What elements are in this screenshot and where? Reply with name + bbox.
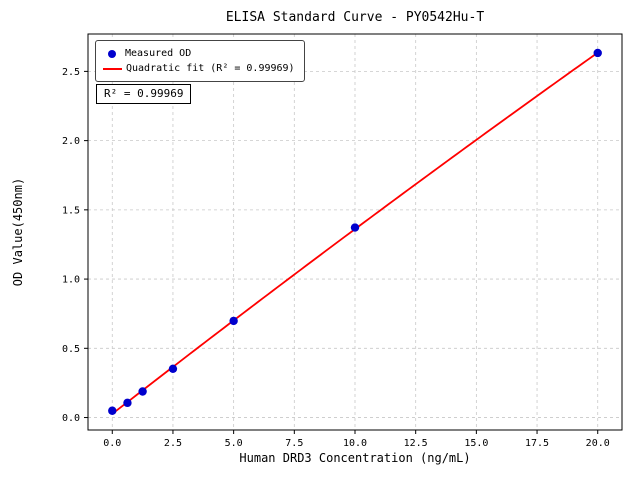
x-tick-label: 0.0 <box>103 438 121 449</box>
grid <box>88 34 622 430</box>
data-point <box>229 316 238 326</box>
x-tick-label: 5.0 <box>225 438 243 449</box>
data-point <box>593 48 602 58</box>
x-tick-label: 12.5 <box>404 438 428 449</box>
legend-label: Measured OD <box>125 48 192 59</box>
data-point <box>138 387 147 396</box>
chart-title: ELISA Standard Curve - PY0542Hu-T <box>225 10 485 25</box>
x-tick-label: 10.0 <box>343 438 367 449</box>
legend-entry-quadratic-fit: Quadratic fit (R² = 0.99969) <box>103 61 295 76</box>
x-tick-label: 2.5 <box>164 438 182 449</box>
y-tick-label: 0.0 <box>62 413 80 424</box>
measured-od-points <box>108 48 602 415</box>
r-squared-annotation: R² = 0.99969 <box>96 84 192 104</box>
x-tick-label: 7.5 <box>285 438 303 449</box>
y-axis-label: OD Value(450nm) <box>11 177 25 287</box>
legend-entry-measured-od: Measured OD <box>103 46 295 61</box>
data-point <box>168 364 178 373</box>
data-point <box>108 406 117 415</box>
x-tick-label: 15.0 <box>464 438 488 449</box>
legend-label: Quadratic fit (R² = 0.99969) <box>126 63 295 74</box>
scatter-marker-icon <box>108 49 116 58</box>
y-tick-label: 2.0 <box>62 136 80 147</box>
x-axis-label: Human DRD3 Concentration (ng/mL) <box>239 451 471 465</box>
data-point <box>350 223 360 232</box>
x-tick-label: 17.5 <box>525 438 549 449</box>
fit-line-swatch-icon <box>103 67 122 70</box>
y-tick-label: 2.5 <box>62 67 80 78</box>
data-point <box>123 398 132 408</box>
axis-ticks <box>84 70 599 434</box>
tick-labels: 0.0 2.5 5.0 7.5 10.0 12.5 15.0 17.5 20.0 0.0 0.5 1.… <box>62 67 610 449</box>
y-tick-label: 0.5 <box>62 344 80 355</box>
y-tick-label: 1.0 <box>62 275 80 286</box>
y-tick-label: 1.5 <box>62 205 80 216</box>
x-tick-label: 20.0 <box>586 438 610 449</box>
legend: Measured OD Quadratic fit (R² = 0.99969) <box>95 40 305 82</box>
